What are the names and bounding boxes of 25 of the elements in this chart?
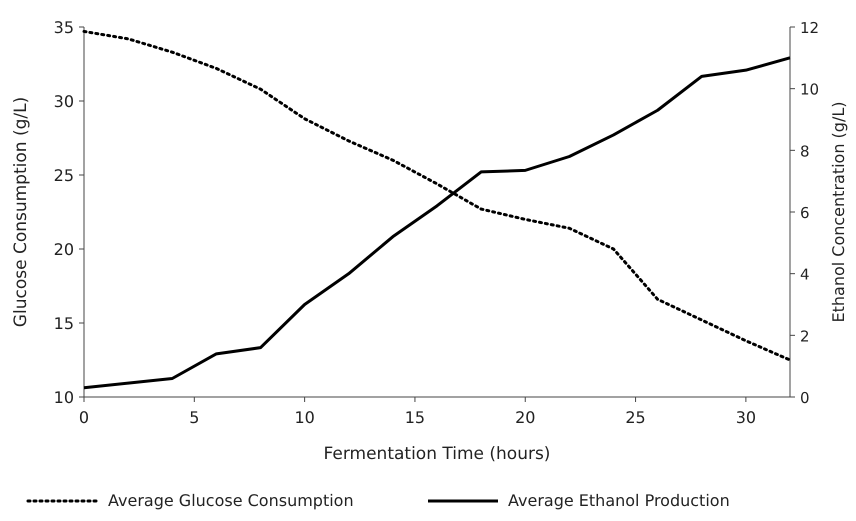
y-tick-label: 10 [54, 388, 74, 407]
y2-tick-label: 0 [800, 389, 810, 407]
x-tick-label: 30 [736, 408, 756, 427]
y2-tick-label: 12 [800, 19, 820, 37]
x-tick-label: 15 [404, 408, 426, 427]
y-tick-label: 20 [54, 240, 74, 259]
legend-label: Average Glucose Consumption [108, 491, 354, 510]
y2-tick-label: 6 [800, 204, 810, 222]
y2-tick-label: 8 [800, 142, 810, 160]
x-axis-title: Fermentation Time (hours) [324, 444, 550, 464]
legend-label: Average Ethanol Production [508, 491, 730, 510]
x-tick-label: 10 [294, 408, 315, 427]
y-tick-label: 15 [54, 314, 74, 333]
y-axis-title: Glucose Consumption (g/L) [11, 96, 31, 328]
x-tick-label: 20 [515, 408, 536, 427]
y-tick-label: 30 [54, 92, 74, 111]
y2-tick-label: 2 [800, 327, 810, 346]
y2-tick-label: 4 [800, 266, 810, 284]
x-tick-label: 0 [78, 408, 90, 427]
y-tick-label: 35 [54, 18, 74, 37]
x-tick-label: 5 [189, 408, 200, 427]
y-tick-label: 25 [54, 166, 74, 185]
y2-tick-label: 10 [800, 80, 820, 99]
y2-axis-title: Ethanol Concentration (g/L) [829, 101, 848, 323]
x-tick-label: 25 [625, 408, 646, 427]
